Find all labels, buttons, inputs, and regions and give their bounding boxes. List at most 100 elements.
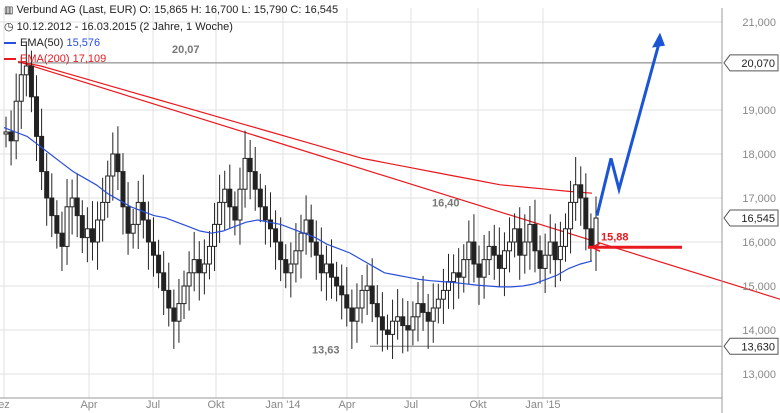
candle-body (501, 250, 507, 269)
ema50-path (3, 127, 593, 288)
candle-body (552, 241, 558, 261)
candle-body (49, 197, 55, 217)
candle-body (293, 250, 299, 265)
candle-body (537, 250, 543, 269)
candle-body (354, 307, 360, 322)
candle-body (28, 65, 34, 98)
candle-body (257, 188, 263, 208)
x-tick-label: ez (0, 399, 10, 411)
x-tick-label: Apr (80, 399, 97, 411)
x-tick-label: Jan '14 (265, 399, 300, 411)
price-candles (3, 41, 599, 360)
trendline (17, 61, 780, 300)
x-tick-label: Apr (338, 399, 355, 411)
candle-body (562, 228, 568, 247)
candle-body (212, 223, 218, 247)
chart-labels: 20,070 13,630 16,545 15,88 20,07 16,40 13,63 (172, 44, 779, 356)
candle-body (359, 289, 365, 309)
candle-body (115, 153, 121, 173)
ema200-swatch (4, 58, 16, 61)
candle-body (95, 219, 101, 243)
candle-body (430, 307, 436, 322)
candle-body (507, 241, 513, 252)
candle-body (54, 215, 60, 234)
y-tick-label: 19,000 (742, 105, 776, 117)
header-period: ◷ 10.12.2012 - 16.03.2015 (2 Jahre, 1 Woc… (4, 20, 233, 33)
level-label-high: 20,070 (741, 58, 775, 70)
candle-body (486, 245, 492, 261)
chart-type-icon[interactable]: ▥ (4, 5, 14, 16)
candle-body (461, 259, 467, 278)
candle-body (110, 153, 116, 177)
y-tick-label: 15,000 (742, 281, 776, 293)
candle-body (522, 241, 528, 256)
candle-body (191, 259, 197, 274)
instrument-line: Verbund AG (Last, EUR) O: 15,865 H: 16,7… (16, 4, 339, 16)
candle-body (288, 263, 294, 274)
candle-body (217, 201, 223, 225)
ema200-path (17, 61, 593, 194)
candle-body (339, 285, 345, 296)
candle-body (156, 254, 162, 274)
candle-body (34, 96, 40, 137)
candle-body (151, 241, 156, 256)
candle-body (298, 232, 304, 252)
y-tick-label: 16,000 (742, 237, 776, 249)
candle-body (206, 245, 212, 265)
candle-body (59, 232, 65, 247)
candle-body (512, 228, 518, 243)
candle-body (44, 171, 50, 199)
candle-body (364, 285, 370, 291)
candle-body (593, 217, 599, 247)
ema50-value: 15,576 (66, 37, 101, 49)
candle-body (135, 201, 141, 225)
candle-body (440, 289, 446, 300)
candle-body (69, 197, 75, 208)
candle-body (84, 228, 90, 239)
candle-body (8, 131, 14, 142)
y-tick-label: 14,000 (742, 325, 776, 337)
ema200-value: 17,109 (72, 53, 107, 65)
axis-layer: 21,000 19,000 18,000 17,000 16,000 15,000 14,0… (0, 8, 776, 413)
candle-body (23, 65, 29, 76)
candle-body (283, 259, 289, 274)
candle-body (237, 188, 243, 221)
candle-body (451, 272, 457, 283)
candle-body (481, 259, 487, 278)
candle-body (196, 259, 202, 274)
candle-body (166, 289, 172, 309)
last-price-label-box (723, 209, 779, 227)
candle-body (532, 223, 538, 252)
grid-layer (0, 8, 722, 398)
candle-body (573, 184, 579, 203)
candle-body (247, 157, 253, 173)
candle-body (527, 223, 533, 243)
x-tick-label: Okt (207, 399, 224, 411)
candle-body (186, 272, 192, 287)
period-line: 10.12.2012 - 16.03.2015 (2 Jahre, 1 Woch… (16, 21, 233, 33)
support-pointer (590, 242, 601, 252)
candle-body (400, 316, 406, 327)
candle-body (395, 316, 401, 322)
candle-body (517, 228, 523, 256)
candle-body (542, 254, 548, 269)
candle-body (334, 276, 340, 287)
candle-body (74, 197, 80, 217)
candle-body (390, 320, 396, 335)
x-tick-label: Jan '15 (525, 399, 560, 411)
candle-body (252, 171, 258, 190)
candle-body (267, 219, 273, 230)
x-tick-label: Jul (146, 399, 160, 411)
candle-body (222, 188, 228, 203)
candle-body (415, 303, 421, 318)
candle-body (588, 228, 594, 247)
y-tick-label: 21,000 (742, 17, 776, 29)
candle-body (344, 294, 350, 309)
candle-body (39, 135, 45, 173)
clock-icon: ◷ (4, 21, 14, 33)
trendline-path (17, 61, 780, 300)
candle-body (176, 303, 182, 322)
candle-body (578, 184, 584, 199)
candle-body (273, 228, 279, 243)
